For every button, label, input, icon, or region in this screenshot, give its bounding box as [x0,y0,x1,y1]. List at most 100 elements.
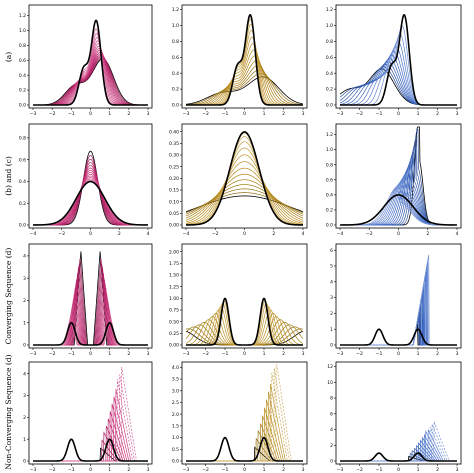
y-tick-label: 0.5 [172,447,179,453]
x-tick-label: 3 [147,351,150,357]
axes-frame [181,361,308,465]
x-tick-label: −1 [376,111,383,117]
series-line [340,421,457,462]
target-density-line [33,438,148,462]
axes-frame [335,4,462,109]
series-line [339,64,457,106]
series-line [33,170,148,226]
series-line [185,154,304,225]
series-line [33,447,148,462]
series-line [339,58,457,106]
y-tick-label: 1.2 [326,132,333,138]
x-tick-label: 2 [282,351,285,357]
x-tick-label: −2 [49,467,56,473]
y-tick-label: 0.4 [19,73,26,79]
series-group [33,19,148,106]
x-tick-label: −2 [49,351,56,357]
y-tick-label: 0.0 [172,459,179,465]
x-tick-label: −2 [202,467,209,473]
y-tick-label: 3 [23,276,26,282]
x-tick-label: 3 [147,111,150,117]
y-tick-label: 0.2 [326,208,333,214]
y-tick-label: 0.50 [169,319,179,325]
series-line [33,318,148,346]
y-tick-label: 3.0 [172,388,179,394]
x-tick-label: −1 [68,351,75,357]
series-line [186,23,303,106]
series-line [186,391,303,462]
subplot-0-0: −3 −2 −1 0 1 2 3 0.0 0.2 0.4 0.6 0.8 1.0 1.2 [19,4,153,117]
x-tick-label: 3 [456,467,459,473]
series-group [339,14,457,106]
axes-frame [335,243,462,349]
axes-frame [181,123,308,229]
target-density-line [186,297,303,346]
series-line [33,57,148,106]
x-tick-label: 2 [426,231,429,237]
target-density-line [33,321,148,346]
x-tick-label: 0 [243,467,246,473]
x-tick-label: 2 [436,351,439,357]
series-line [186,383,303,462]
y-tick-label: 2 [330,311,333,317]
y-tick-label: 2.5 [172,400,179,406]
series-line [340,323,457,346]
y-tick-label: 4 [330,279,333,285]
series-line [340,287,457,346]
y-tick-label: 0.6 [19,58,26,64]
x-tick-label: −2 [202,351,209,357]
x-tick-label: 0 [397,231,400,237]
x-tick-label: 0 [89,467,92,473]
target-density-line [185,131,304,226]
series-line [340,284,457,346]
series-line [340,254,457,346]
x-tick-label: −2 [356,351,363,357]
x-tick-label: 3 [456,111,459,117]
x-tick-label: −1 [68,111,75,117]
series-line [185,76,304,105]
series-line [186,437,303,462]
series-line [185,136,304,226]
subplot-2-1: −3 −2 −1 0 1 2 3 0.00 0.25 0.50 0.75 1.00 1.25 1.50 1.… [169,243,308,357]
x-tick-label: −3 [337,111,344,117]
y-tick-label: 0.6 [326,55,333,61]
series-line [340,426,457,462]
y-tick-label: 1.0 [19,28,26,34]
y-tick-label: 0 [23,459,26,465]
y-tick-label: 0.2 [19,201,26,207]
x-tick-label: −1 [222,467,229,473]
series-line [33,158,148,226]
x-tick-label: 0 [397,111,400,117]
x-tick-label: 1 [263,467,266,473]
axes-frame [28,361,153,465]
series-line [340,447,457,462]
x-tick-label: 4 [302,231,305,237]
y-tick-label: 0.00 [169,223,179,229]
series-line [33,178,148,226]
y-tick-label: 0.4 [326,71,333,77]
y-tick-label: 0.2 [19,88,26,94]
series-line [186,65,303,106]
y-tick-label: 0.0 [19,223,26,229]
x-tick-label: 2 [272,231,275,237]
series-line [33,298,148,346]
y-tick-label: 0.8 [172,39,179,45]
series-line [33,282,148,346]
series-line [185,69,304,106]
series-line [340,266,457,346]
series-line [33,162,148,226]
x-tick-label: 0 [243,351,246,357]
subplot-0-1: −3 −2 −1 0 1 2 3 0.0 0.2 0.4 0.6 0.8 1.0 1.2 [172,4,308,117]
series-line [339,66,457,106]
series-group [185,131,304,226]
x-tick-label: −1 [222,111,229,117]
y-tick-label: 1.0 [172,435,179,441]
y-tick-label: 4.0 [172,365,179,371]
series-line [340,302,457,346]
y-tick-label: 1 [23,320,26,326]
series-line [186,132,303,226]
y-tick-label: 1.0 [326,147,333,153]
series-group [33,251,148,346]
y-tick-label: 8 [330,396,333,402]
series-group [32,150,149,226]
